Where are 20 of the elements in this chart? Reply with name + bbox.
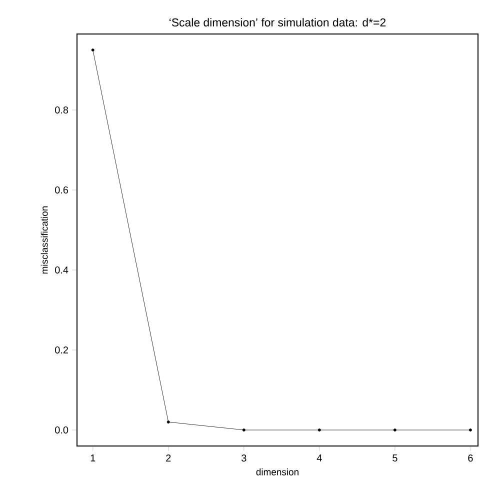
point bbox=[166, 420, 170, 424]
y-tick-label: 0.2 bbox=[55, 346, 68, 354]
point bbox=[91, 48, 94, 52]
y-tick-label: 0.4 bbox=[55, 266, 68, 274]
point bbox=[242, 428, 246, 432]
x-tick-label: 4 bbox=[316, 454, 322, 462]
point bbox=[468, 428, 472, 432]
x-tick-label: 5 bbox=[392, 454, 398, 462]
y-tick-label: 0.8 bbox=[55, 106, 68, 114]
y-axis-title: misclassification bbox=[40, 206, 48, 274]
y-tick-label: 0.6 bbox=[55, 186, 68, 194]
x-tick-label: 3 bbox=[242, 454, 246, 462]
x-tick-label: 6 bbox=[468, 454, 473, 462]
point bbox=[393, 428, 396, 432]
y-tick-label: 0.0 bbox=[55, 426, 68, 434]
point bbox=[318, 428, 321, 432]
x-tick-label: 2 bbox=[166, 454, 171, 462]
x-tick-label: 1 bbox=[90, 454, 96, 462]
x-axis-title: dimension bbox=[256, 468, 298, 476]
chart-title: ‘Scale dimension’ for simulation data: d*=2 bbox=[170, 18, 386, 26]
